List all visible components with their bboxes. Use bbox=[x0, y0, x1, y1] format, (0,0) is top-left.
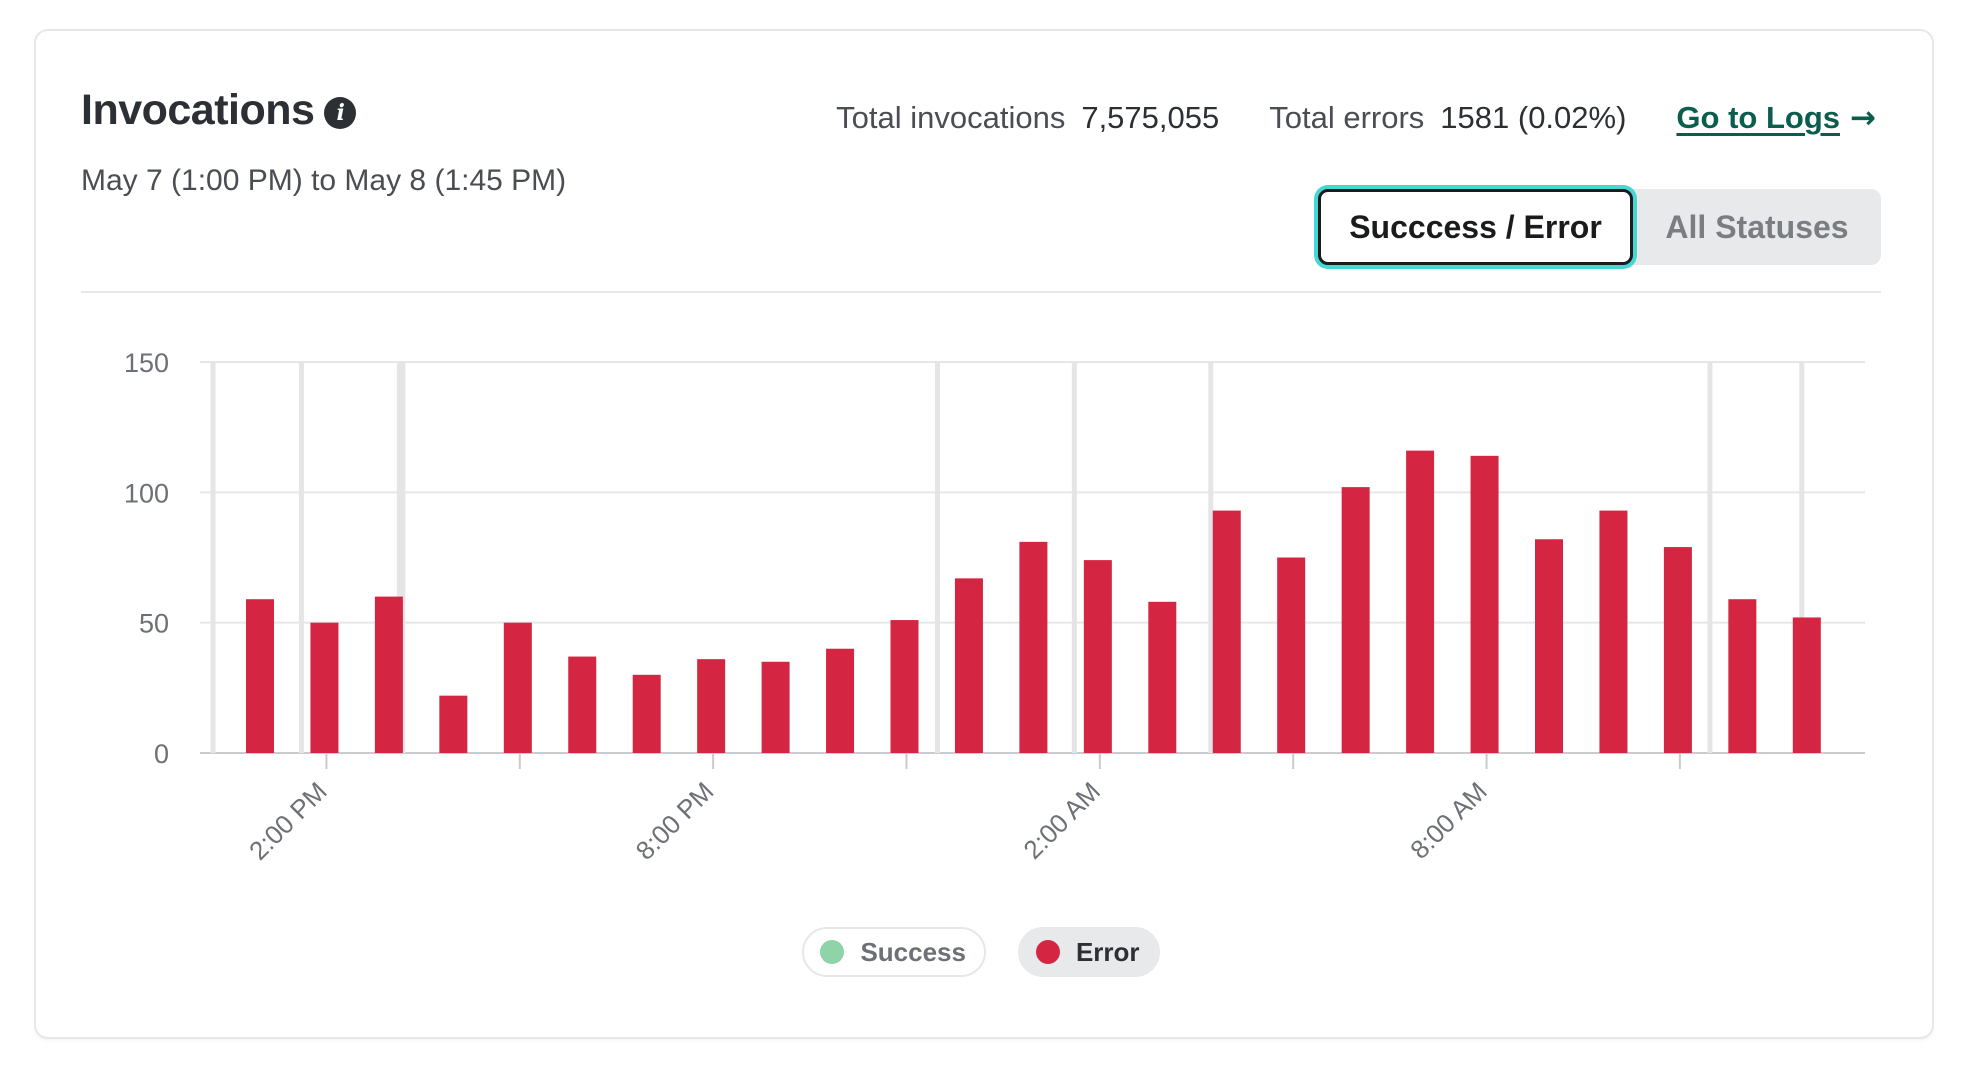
legend-label-error: Error bbox=[1075, 936, 1140, 967]
chart-legend: Success Error bbox=[0, 927, 1962, 977]
x-tick-label: 8:00 PM bbox=[630, 776, 720, 866]
toggle-all-statuses[interactable]: All Statuses bbox=[1665, 208, 1849, 245]
error-bar bbox=[890, 620, 919, 753]
y-tick-label: 150 bbox=[124, 348, 169, 378]
error-bar bbox=[568, 656, 597, 753]
error-bar bbox=[697, 659, 726, 753]
go-to-logs-link[interactable]: Go to Logs bbox=[1676, 100, 1841, 135]
header-divider bbox=[81, 291, 1881, 293]
total-errors-label: Total errors bbox=[1269, 100, 1425, 135]
error-bar bbox=[1792, 617, 1821, 753]
error-bar bbox=[1019, 541, 1048, 753]
legend-label-success: Success bbox=[860, 936, 966, 967]
error-bar bbox=[1535, 539, 1563, 753]
error-bar bbox=[632, 674, 661, 753]
success-bar bbox=[935, 362, 940, 753]
y-tick-label: 100 bbox=[124, 478, 169, 508]
success-dot-icon bbox=[820, 940, 845, 964]
error-bar bbox=[761, 661, 790, 753]
success-bar bbox=[210, 362, 216, 753]
stats-bar: Total invocations 7,575,055 Total errors… bbox=[836, 100, 1876, 136]
invocations-bar-chart: 0 50 100 150 2:00 PM 8:00 PM 2:00 AM 8:00 AM bbox=[124, 348, 1865, 866]
total-invocations-label: Total invocations bbox=[836, 100, 1066, 135]
total-errors-value: 1581 (0.02%) bbox=[1440, 100, 1627, 135]
x-tick-label: 2:00 PM bbox=[243, 776, 333, 866]
error-bar bbox=[1277, 557, 1306, 753]
success-bar bbox=[1707, 362, 1713, 753]
error-bar bbox=[503, 622, 532, 753]
error-bar bbox=[439, 695, 468, 753]
success-bar bbox=[396, 362, 402, 753]
success-bar bbox=[400, 362, 406, 753]
error-bar bbox=[1083, 560, 1112, 753]
y-tick-label: 50 bbox=[139, 609, 169, 639]
date-range: May 7 (1:00 PM) to May 8 (1:45 PM) bbox=[81, 164, 567, 197]
success-bar bbox=[298, 362, 304, 753]
error-bar bbox=[1599, 510, 1628, 753]
y-tick-label: 0 bbox=[154, 739, 169, 769]
error-bar bbox=[1728, 599, 1757, 753]
legend-item-error[interactable]: Error bbox=[1017, 927, 1160, 977]
error-bar bbox=[954, 578, 983, 753]
error-bar bbox=[246, 599, 274, 753]
success-bar bbox=[1071, 362, 1077, 753]
card-title: Invocations i bbox=[81, 86, 357, 135]
legend-item-success[interactable]: Success bbox=[802, 927, 986, 977]
error-dot-icon bbox=[1035, 940, 1060, 964]
total-invocations-value: 7,575,055 bbox=[1081, 100, 1220, 135]
arrow-right-icon[interactable]: → bbox=[1850, 100, 1876, 136]
error-bar bbox=[1341, 487, 1370, 753]
error-bar bbox=[374, 596, 403, 753]
x-tick-label: 8:00 AM bbox=[1404, 776, 1493, 865]
error-bar bbox=[1212, 510, 1241, 753]
error-bar bbox=[1148, 601, 1177, 753]
success-bar bbox=[1208, 362, 1214, 753]
status-toggle: Succcess / Error All Statuses bbox=[1316, 189, 1881, 265]
error-bar bbox=[310, 622, 339, 753]
success-bar bbox=[1799, 362, 1805, 753]
info-icon[interactable]: i bbox=[324, 96, 357, 129]
x-tick-label: 2:00 AM bbox=[1017, 776, 1106, 865]
toggle-success-error[interactable]: Succcess / Error bbox=[1318, 189, 1633, 265]
title-text: Invocations bbox=[81, 86, 315, 134]
error-bar bbox=[1406, 450, 1435, 753]
error-bar bbox=[826, 648, 855, 753]
error-bar bbox=[1663, 547, 1692, 753]
error-bar bbox=[1470, 455, 1499, 753]
